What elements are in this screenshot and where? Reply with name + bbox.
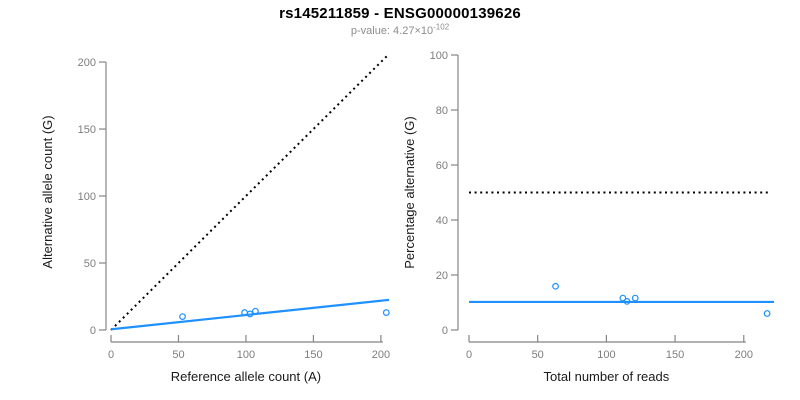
reference-dotted-line bbox=[110, 53, 390, 331]
x-tick-label: 0 bbox=[108, 349, 114, 361]
y-axis-title: Percentage alternative (G) bbox=[402, 116, 417, 268]
pvalue-exponent: -102 bbox=[433, 22, 450, 32]
x-tick-label: 100 bbox=[237, 349, 255, 361]
figure-title: rs145211859 - ENSG00000139626 bbox=[279, 5, 521, 22]
data-point bbox=[763, 310, 771, 317]
x-tick-label: 200 bbox=[372, 349, 390, 361]
y-tick-label: 100 bbox=[78, 191, 96, 203]
y-tick-label: 150 bbox=[78, 124, 96, 136]
data-point bbox=[246, 310, 254, 318]
pvalue-subtitle: p-value: 4.27×10-102 bbox=[0, 22, 800, 37]
data-point bbox=[552, 282, 559, 290]
y-tick-label: 60 bbox=[436, 160, 448, 172]
data-point bbox=[179, 313, 186, 321]
y-tick-label: 100 bbox=[430, 50, 448, 62]
data-point bbox=[251, 307, 259, 315]
y-tick-label: 50 bbox=[84, 258, 96, 270]
x-tick-label: 150 bbox=[304, 349, 322, 361]
pvalue-text: p-value: 4.27×10 bbox=[350, 25, 434, 37]
x-axis-title: Reference allele count (A) bbox=[171, 369, 321, 384]
x-tick-label: 50 bbox=[532, 349, 544, 361]
y-tick-label: 0 bbox=[90, 325, 96, 337]
y-tick-label: 20 bbox=[436, 270, 448, 282]
x-tick-label: 150 bbox=[666, 349, 684, 361]
x-tick-label: 50 bbox=[172, 349, 184, 361]
x-tick-label: 100 bbox=[597, 349, 615, 361]
x-axis-title: Total number of reads bbox=[544, 369, 670, 384]
y-tick-label: 80 bbox=[436, 105, 448, 117]
data-point bbox=[382, 309, 390, 316]
y-tick-label: 0 bbox=[442, 325, 448, 337]
data-point bbox=[619, 294, 627, 302]
y-tick-label: 200 bbox=[78, 57, 96, 69]
y-tick-label: 40 bbox=[436, 215, 448, 227]
scatter-panel-right: 0 20 40 60 80 100 0 50 100 150 200 Total number of … bbox=[402, 50, 774, 384]
fit-line bbox=[110, 298, 390, 331]
data-point bbox=[623, 298, 631, 305]
x-tick-label: 200 bbox=[735, 349, 753, 361]
x-tick-label: 0 bbox=[466, 349, 472, 361]
data-point bbox=[631, 294, 639, 302]
y-axis-title: Alternative allele count (G) bbox=[40, 115, 55, 268]
scatter-panel-left: 0 50 100 150 200 0 50 100 150 200 Reference allele… bbox=[40, 53, 390, 384]
